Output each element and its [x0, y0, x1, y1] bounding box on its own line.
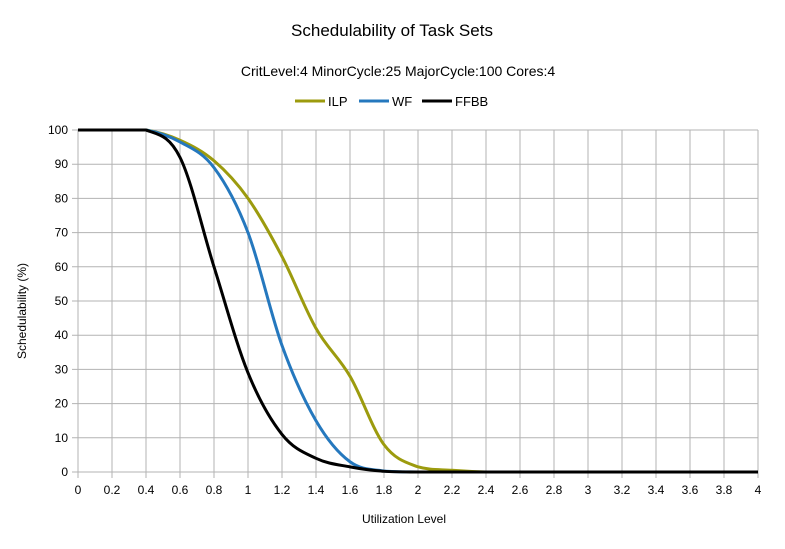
x-tick-label: 3.6	[682, 483, 699, 497]
y-tick-label: 20	[55, 397, 69, 411]
x-tick-label: 0.8	[206, 483, 223, 497]
x-tick-label: 0	[75, 483, 82, 497]
x-tick-label: 2	[415, 483, 422, 497]
legend: ILP WF FFBB	[295, 94, 488, 109]
y-tick-label: 90	[55, 157, 69, 171]
x-tick-label: 0.4	[138, 483, 155, 497]
y-tick-label: 80	[55, 191, 69, 205]
y-tick-label: 0	[61, 465, 68, 479]
legend-label-ilp: ILP	[328, 94, 348, 109]
x-tick-label: 0.6	[172, 483, 189, 497]
x-tick-label: 1.2	[274, 483, 291, 497]
x-tick-label: 1.6	[342, 483, 359, 497]
y-axis-label: Schedulability (%)	[15, 263, 29, 359]
x-tick-label: 2.2	[444, 483, 461, 497]
x-tick-label: 0.2	[104, 483, 121, 497]
x-tick-label: 2.4	[478, 483, 495, 497]
chart-subtitle: CritLevel:4 MinorCycle:25 MajorCycle:100…	[241, 63, 556, 79]
grid	[72, 129, 759, 478]
series-group	[78, 128, 758, 474]
y-tick-label: 30	[55, 362, 69, 376]
x-tick-label: 3.4	[648, 483, 665, 497]
legend-label-ffbb: FFBB	[455, 94, 488, 109]
x-tick-label: 1	[245, 483, 252, 497]
x-tick-label: 2.6	[512, 483, 529, 497]
y-tick-label: 50	[55, 294, 69, 308]
x-tick-label: 1.4	[308, 483, 325, 497]
x-tick-label: 4	[755, 483, 762, 497]
y-tick-label: 100	[48, 123, 68, 137]
x-tick-label: 2.8	[546, 483, 563, 497]
y-tick-label: 70	[55, 226, 69, 240]
x-tick-label: 3.2	[614, 483, 631, 497]
y-tick-label: 40	[55, 328, 69, 342]
y-tick-label: 60	[55, 260, 69, 274]
series-line-ffbb	[78, 128, 758, 474]
x-axis-label: Utilization Level	[362, 512, 446, 526]
chart-title: Schedulability of Task Sets	[291, 21, 493, 40]
x-tick-label: 3.8	[716, 483, 733, 497]
axis-tick-labels: 0 10 20 30 40 50 60 70 80 90 100 0 0.2 0.4 0.6 0.8 1 1.2 1…	[48, 123, 762, 497]
x-tick-label: 3	[585, 483, 592, 497]
legend-label-wf: WF	[392, 94, 412, 109]
y-tick-label: 10	[55, 431, 69, 445]
x-tick-label: 1.8	[376, 483, 393, 497]
